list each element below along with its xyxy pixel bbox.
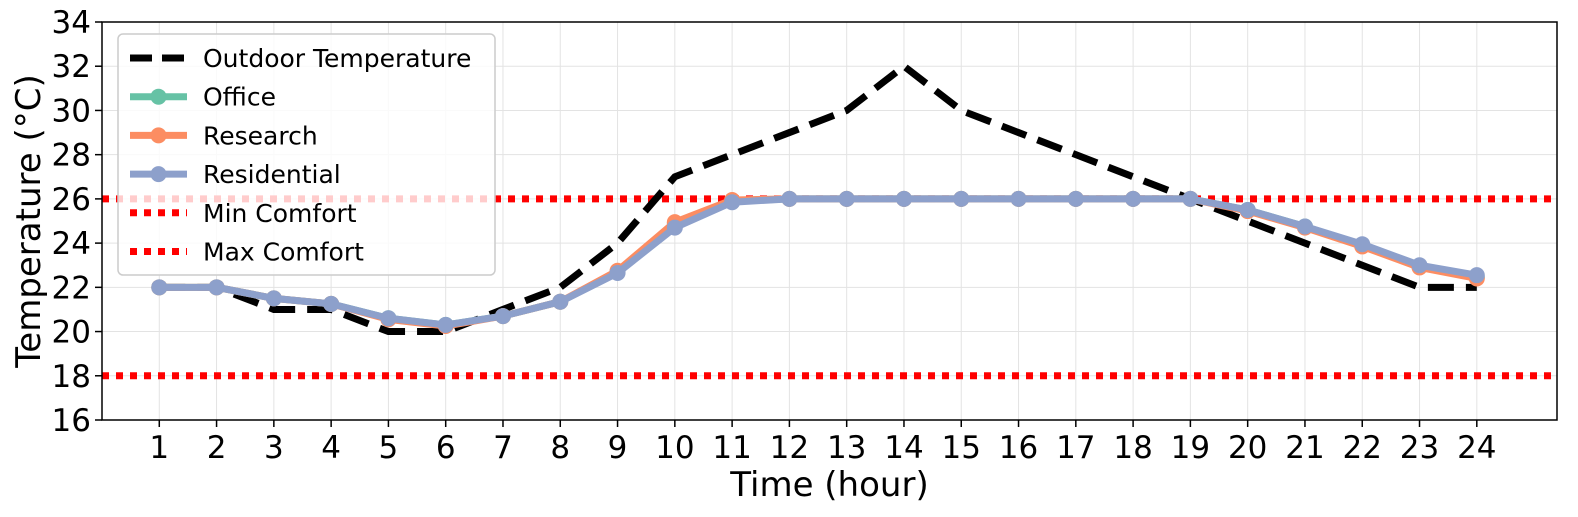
residential-point — [552, 293, 569, 310]
axis-ticks: 1 2 3 4 5 6 7 8 9 10 11 12 13 14 15 16 17 18 19 20 21 22 23 241… — [52, 5, 1497, 466]
legend-label: Outdoor Temperature — [203, 44, 471, 73]
y-tick-label: 28 — [52, 138, 91, 174]
x-tick-label: 14 — [884, 430, 923, 466]
legend-label: Min Comfort — [203, 199, 357, 228]
residential-point — [838, 190, 855, 207]
x-tick-label: 13 — [827, 430, 866, 466]
residential-point — [1067, 190, 1084, 207]
residential-point — [151, 279, 168, 296]
residential-point — [1411, 257, 1428, 274]
x-tick-label: 21 — [1285, 430, 1324, 466]
residential-point — [609, 264, 626, 281]
legend-marker — [150, 88, 167, 105]
y-tick-label: 30 — [52, 93, 91, 129]
x-tick-label: 5 — [379, 430, 399, 466]
x-tick-label: 15 — [942, 430, 981, 466]
legend-box — [117, 33, 496, 276]
x-tick-label: 7 — [493, 430, 513, 466]
legend: Outdoor Temperature Office Research Residen… — [117, 33, 496, 276]
residential-point — [1296, 218, 1313, 235]
x-tick-label: 1 — [149, 430, 169, 466]
legend-item-office: Office — [130, 83, 276, 112]
y-tick-label: 32 — [52, 49, 91, 85]
y-tick-label: 22 — [52, 270, 91, 306]
y-tick-label: 16 — [52, 403, 91, 439]
x-tick-label: 2 — [207, 430, 227, 466]
x-tick-label: 24 — [1457, 430, 1496, 466]
x-tick-label: 6 — [436, 430, 456, 466]
legend-item-outdoor-temperature: Outdoor Temperature — [130, 44, 471, 73]
x-tick-label: 20 — [1228, 430, 1267, 466]
residential-point — [953, 190, 970, 207]
x-tick-label: 17 — [1056, 430, 1095, 466]
x-tick-label: 11 — [712, 430, 751, 466]
residential-point — [1354, 236, 1371, 253]
x-tick-label: 8 — [550, 430, 570, 466]
x-axis-title: Time (hour) — [729, 465, 928, 505]
y-tick-label: 18 — [52, 359, 91, 395]
legend-marker — [150, 166, 167, 183]
residential-point — [380, 310, 397, 327]
x-tick-label: 19 — [1171, 430, 1210, 466]
residential-point — [724, 194, 741, 211]
legend-label: Residential — [203, 160, 341, 189]
x-tick-label: 16 — [999, 430, 1038, 466]
y-tick-label: 24 — [52, 226, 91, 262]
residential-point — [1239, 201, 1256, 218]
legend-label: Research — [203, 121, 318, 150]
series-lines — [151, 61, 1485, 336]
residential-point — [1182, 190, 1199, 207]
legend-marker — [150, 127, 167, 144]
x-tick-label: 10 — [655, 430, 694, 466]
outdoor-temperature-line — [159, 61, 1477, 336]
residential-point — [1010, 190, 1027, 207]
x-tick-label: 18 — [1113, 430, 1152, 466]
legend-item-research: Research — [130, 121, 318, 150]
x-tick-label: 12 — [770, 430, 809, 466]
y-tick-label: 20 — [52, 315, 91, 351]
x-tick-label: 23 — [1400, 430, 1439, 466]
legend-item-max-comfort: Max Comfort — [130, 238, 364, 267]
plot-frame — [101, 21, 1558, 421]
x-tick-label: 9 — [608, 430, 628, 466]
x-tick-label: 3 — [264, 430, 284, 466]
legend-item-min-comfort: Min Comfort — [130, 199, 357, 228]
residential-point — [666, 219, 683, 236]
residential-point — [494, 308, 511, 325]
x-tick-label: 4 — [321, 430, 341, 466]
residential-point — [437, 316, 454, 333]
residential-point — [265, 290, 282, 307]
y-tick-label: 26 — [52, 182, 91, 218]
residential-point — [895, 190, 912, 207]
legend-label: Office — [203, 83, 276, 112]
residential-point — [208, 279, 225, 296]
x-tick-label: 22 — [1343, 430, 1382, 466]
residential-point — [1468, 267, 1485, 284]
legend-label: Max Comfort — [203, 238, 364, 267]
y-tick-label: 34 — [52, 5, 91, 41]
residential-point — [323, 295, 340, 312]
residential-line — [159, 195, 1478, 329]
residential-point — [781, 190, 798, 207]
y-axis-title: Temperature (°C) — [9, 74, 49, 368]
residential-point — [1125, 190, 1142, 207]
legend-item-residential: Residential — [130, 160, 341, 189]
